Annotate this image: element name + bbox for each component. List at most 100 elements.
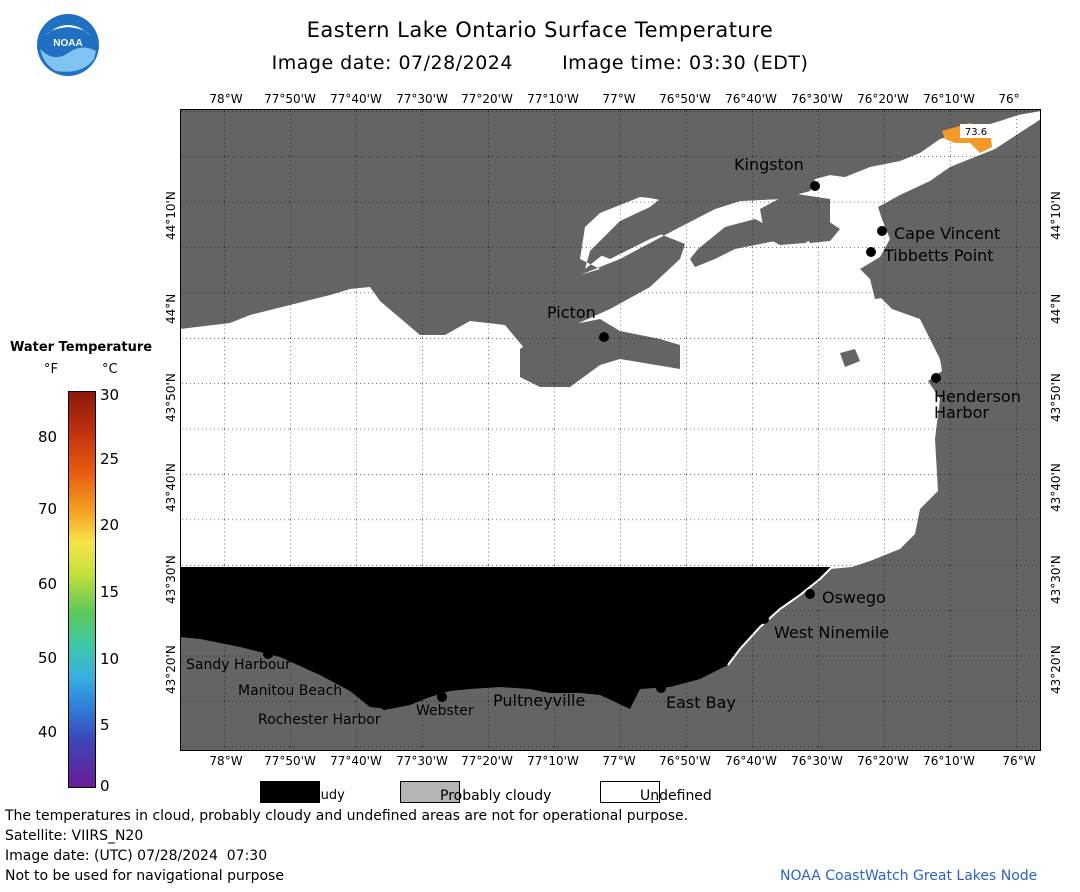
lat-label-right: 43°40'N	[1049, 463, 1063, 512]
lon-label-bottom: 76°40'W	[725, 754, 777, 768]
lat-label-left: 43°50'N	[164, 373, 178, 422]
lon-label-bottom: 76°20'W	[857, 754, 909, 768]
lon-label-bottom: 77°30'W	[396, 754, 448, 768]
pultneyville-dot	[539, 682, 549, 692]
lon-label-bottom: 77°40'W	[330, 754, 382, 768]
map-frame	[180, 109, 1041, 751]
lat-label-left: 43°20'N	[164, 645, 178, 694]
logo-text: NOAA	[53, 38, 82, 49]
map-title: Eastern Lake Ontario Surface Temperature	[306, 18, 774, 42]
c-tick: 25	[100, 450, 120, 468]
temp-label: 73.6	[965, 127, 987, 138]
sandy-dot	[263, 649, 273, 659]
lat-label-right: 43°50'N	[1049, 373, 1063, 422]
lon-label-top: 78°W	[209, 92, 243, 106]
lon-label-bottom: 77°W	[602, 754, 636, 768]
utc-date: Image date: (UTC) 07/28/2024 07:30	[5, 848, 268, 864]
cape-vincent-label: Cape Vincent	[894, 224, 1001, 243]
tibbetts-label: Tibbetts Point	[884, 246, 994, 265]
satellite-info: Satellite: VIIRS_N20	[5, 828, 144, 844]
lon-label-top: 76°10'W	[923, 92, 975, 106]
west-ninemile-dot	[759, 614, 769, 624]
f-tick: 40	[38, 723, 58, 741]
coastwatch-credit: NOAA CoastWatch Great Lakes Node	[780, 868, 1038, 884]
lon-label-bottom: 77°50'W	[264, 754, 316, 768]
nav-warning: Not to be used for navigational purpose	[5, 868, 284, 884]
kingston-label: Kingston	[734, 155, 804, 174]
lon-label-bottom: 76°10'W	[923, 754, 975, 768]
henderson-label: Henderson	[934, 387, 1021, 406]
lon-label-top: 76°30'W	[791, 92, 843, 106]
lon-label-bottom: 76°50'W	[659, 754, 711, 768]
lon-label-top: 77°50'W	[264, 92, 316, 106]
lon-label-top: 76°40'W	[725, 92, 777, 106]
noaa-logo: NOAA	[37, 14, 99, 76]
lat-label-right: 44°N	[1049, 293, 1063, 324]
kingston-dot	[810, 181, 820, 191]
picton-dot	[599, 332, 609, 342]
oswego-dot	[805, 589, 815, 599]
c-tick: 0	[100, 777, 110, 795]
lon-label-top: 77°W	[602, 92, 636, 106]
west-ninemile-label: West Ninemile	[774, 623, 890, 642]
lon-label-bottom: 77°20'W	[461, 754, 513, 768]
legend-title: Water Temperature	[10, 340, 153, 355]
probably-cloudy-label: Probably cloudy	[440, 788, 552, 804]
manitou-label: Manitou Beach	[238, 683, 343, 699]
webster-dot	[437, 692, 447, 702]
henderson-label-2: Harbor	[934, 403, 989, 422]
lat-label-left: 44°N	[164, 293, 178, 324]
f-tick: 80	[38, 428, 58, 446]
lon-label-top: 76°50'W	[659, 92, 711, 106]
lon-label-top: 76°	[998, 92, 1020, 106]
lat-label-right: 43°30'N	[1049, 555, 1063, 604]
legend-unit-f: °F	[44, 362, 58, 377]
undefined-label: Undefined	[640, 788, 712, 804]
f-tick: 60	[38, 575, 58, 593]
disclaimer: The temperatures in cloud, probably clou…	[5, 808, 689, 824]
rochester-dot	[380, 700, 390, 710]
c-tick: 10	[100, 650, 120, 668]
graticule	[180, 109, 1041, 751]
henderson-dot	[931, 373, 941, 383]
lat-label-left: 44°10'N	[164, 191, 178, 240]
temperature-colorbar	[68, 391, 96, 788]
lon-label-top: 77°20'W	[461, 92, 513, 106]
c-tick: 5	[100, 716, 110, 734]
image-time: Image time: 03:30 (EDT)	[562, 52, 809, 74]
lon-label-top: 77°30'W	[396, 92, 448, 106]
lon-label-top: 77°10'W	[527, 92, 579, 106]
lat-label-right: 43°20'N	[1049, 645, 1063, 694]
cloudy-swatch	[260, 781, 320, 803]
picton-label: Picton	[547, 303, 596, 322]
east-bay-label: East Bay	[666, 693, 736, 712]
f-tick: 70	[38, 500, 58, 518]
lon-label-top: 77°40'W	[330, 92, 382, 106]
lon-label-bottom: 76°W	[1002, 754, 1036, 768]
webster-label: Webster	[416, 703, 474, 719]
pultneyville-label: Pultneyville	[493, 691, 586, 710]
c-tick: 20	[100, 516, 120, 534]
f-tick: 50	[38, 649, 58, 667]
temp-label-box	[960, 124, 992, 138]
lon-label-bottom: 76°30'W	[791, 754, 843, 768]
undefined-swatch	[600, 781, 660, 803]
cloudy-label: Cloudy	[300, 788, 345, 803]
lake-map: 73.6	[180, 109, 1041, 751]
lon-label-bottom: 77°10'W	[527, 754, 579, 768]
lat-label-left: 43°30'N	[164, 555, 178, 604]
c-tick: 15	[100, 583, 120, 601]
subtitle-row: Image date: 07/28/2024 Image time: 03:30…	[0, 52, 1080, 74]
cape-vincent-dot	[877, 226, 887, 236]
rochester-label: Rochester Harbor	[258, 712, 381, 728]
lon-label-bottom: 78°W	[209, 754, 243, 768]
lat-label-left: 43°40'N	[164, 463, 178, 512]
east-bay-dot	[656, 683, 666, 693]
legend-unit-c: °C	[102, 362, 118, 377]
c-tick: 30	[100, 386, 120, 404]
lon-label-top: 76°20'W	[857, 92, 909, 106]
oswego-label: Oswego	[822, 588, 886, 607]
tibbetts-dot	[866, 247, 876, 257]
probably-cloudy-swatch	[400, 781, 460, 803]
sandy-label: Sandy Harbour	[186, 657, 291, 673]
